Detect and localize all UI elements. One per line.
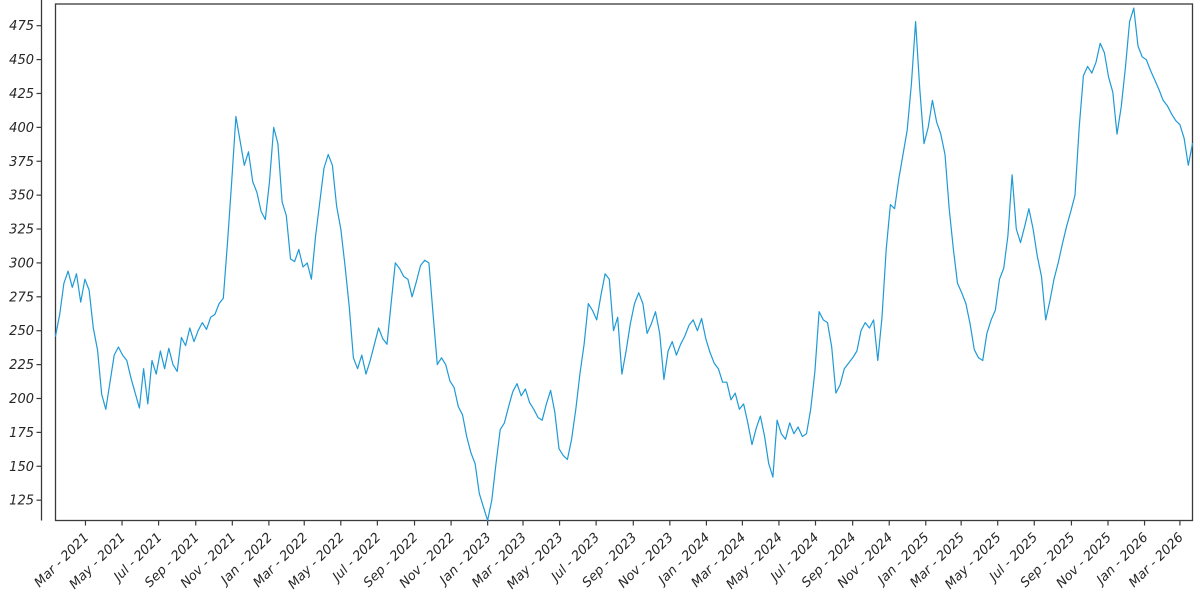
y-tick-label: 250 (9, 324, 34, 339)
y-tick-label: 200 (9, 392, 34, 407)
y-tick-label: 375 (9, 155, 34, 170)
y-tick-label: 275 (9, 290, 34, 305)
y-tick-label: 325 (9, 223, 34, 238)
y-tick-label: 450 (9, 53, 34, 68)
y-tick-label: 425 (9, 87, 34, 102)
y-tick-label: 125 (9, 494, 34, 509)
price-line-series (54, 7, 1194, 522)
y-tick-label: 150 (9, 460, 34, 475)
y-tick-label: 475 (9, 19, 34, 34)
y-tick-label: 175 (9, 426, 34, 441)
y-tick-label: 350 (9, 189, 34, 204)
plot-frame (54, 3, 1194, 522)
y-tick-label: 225 (9, 358, 34, 373)
y-tick-label: 300 (9, 256, 34, 271)
y-tick-label: 400 (9, 121, 34, 136)
